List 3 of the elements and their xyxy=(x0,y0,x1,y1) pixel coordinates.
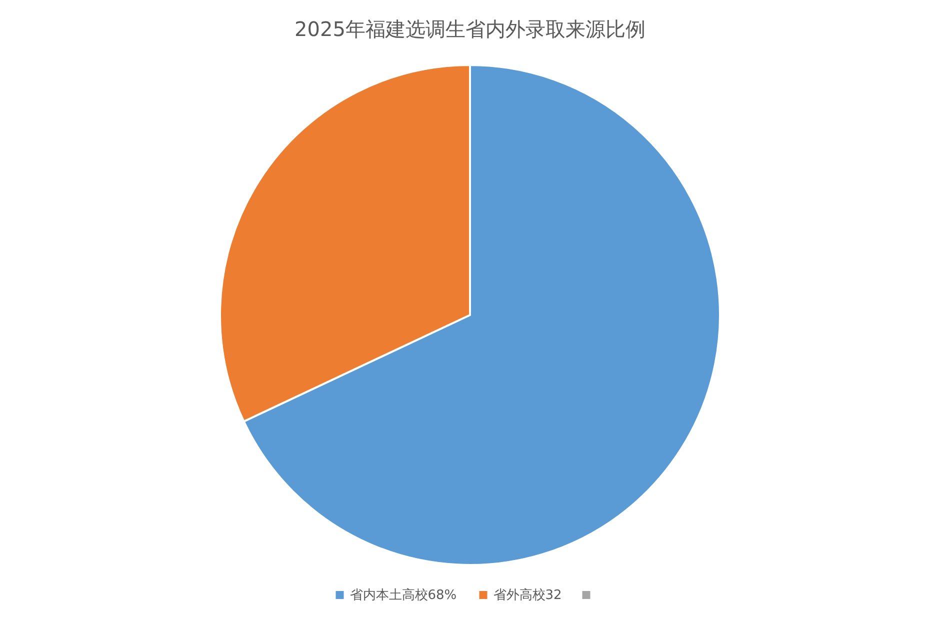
chart-title: 2025年福建选调生省内外录取来源比例 xyxy=(294,17,646,41)
legend-label: 省内本土高校68% xyxy=(350,587,457,603)
legend-label: 省外高校32 xyxy=(493,587,562,603)
